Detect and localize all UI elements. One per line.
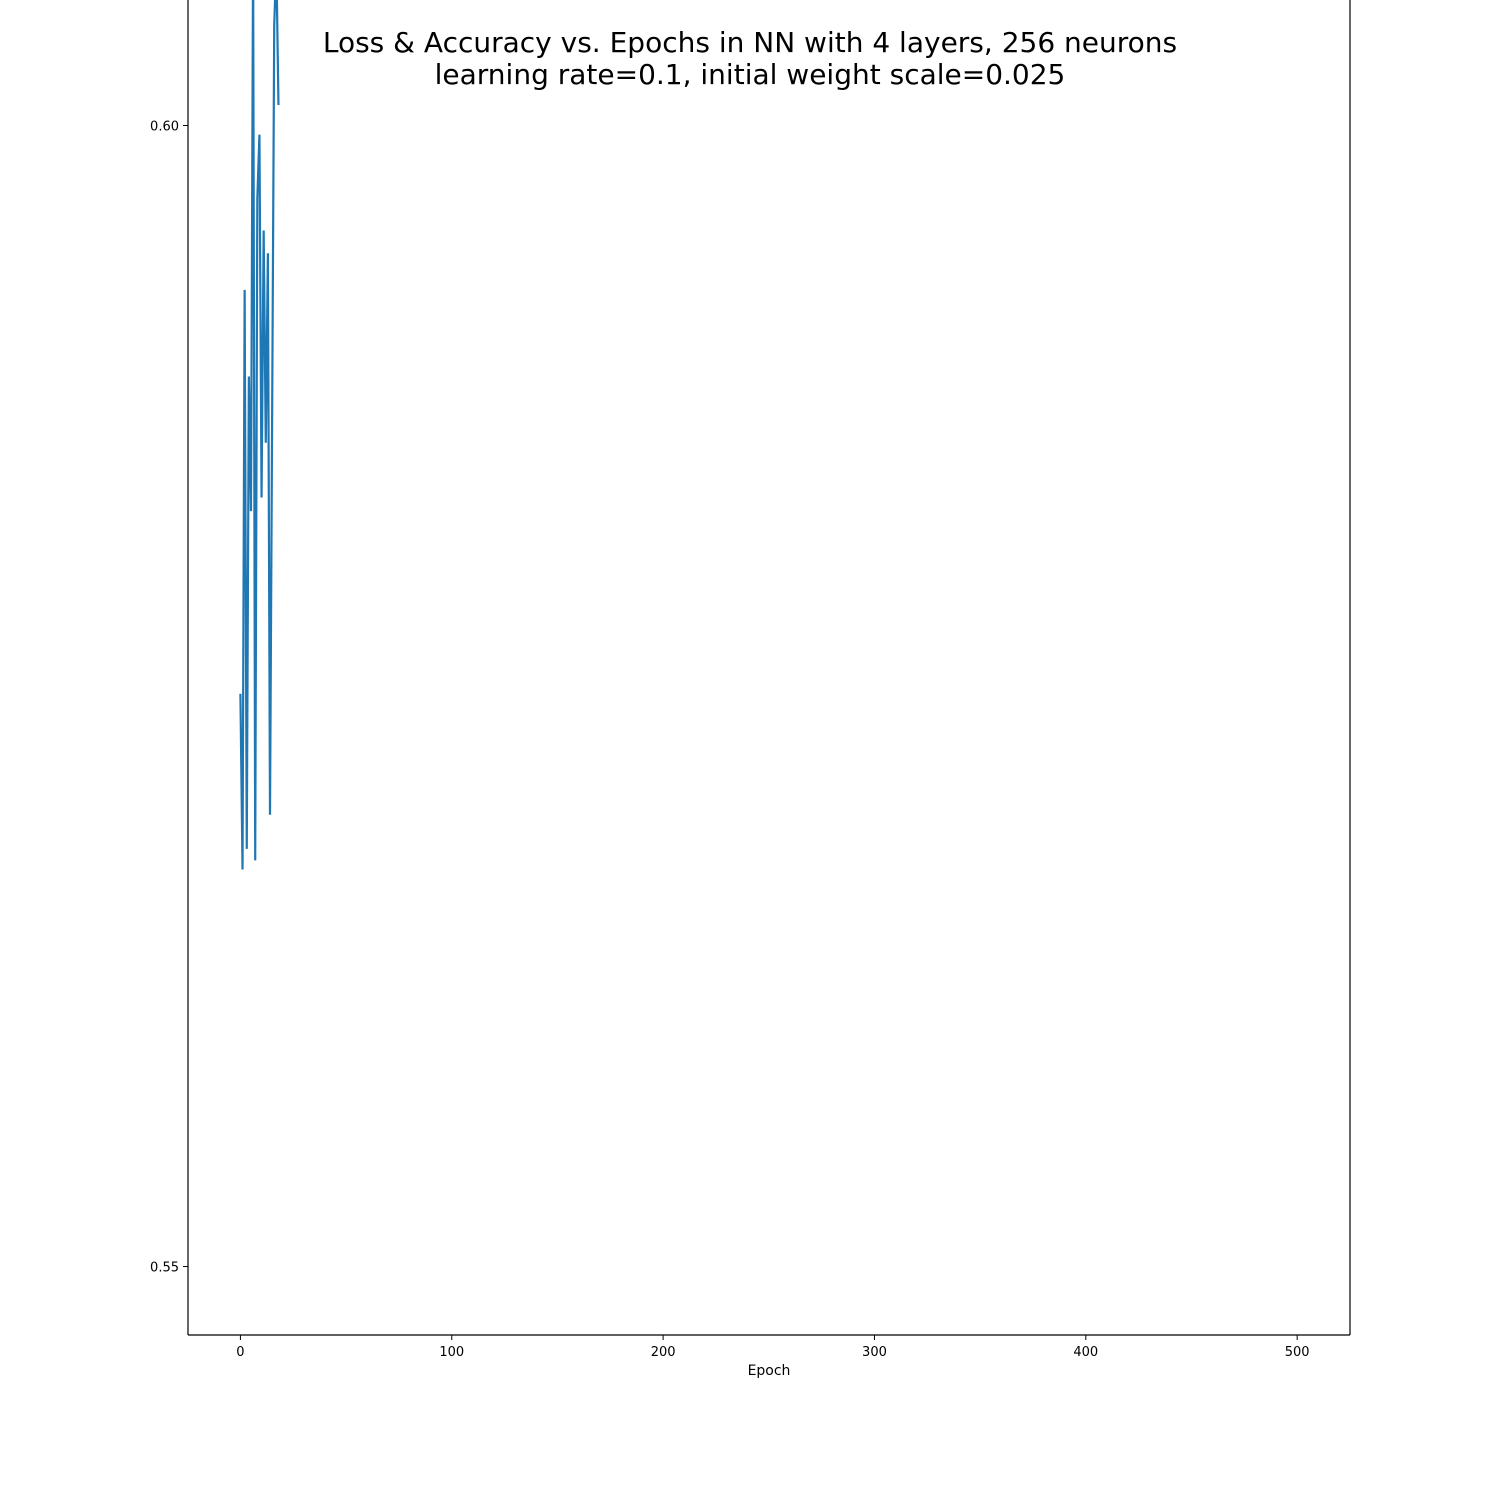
x-axis-label: Epoch bbox=[748, 1363, 791, 1379]
x-tick-label: 200 bbox=[651, 1345, 676, 1360]
x-axis-ticks: 0 100 200 300 400 500 bbox=[236, 1335, 1310, 1360]
axes-frame bbox=[187, 0, 1351, 1336]
series-line bbox=[239, 0, 280, 870]
x-tick-label: 500 bbox=[1285, 1345, 1310, 1360]
plot-area bbox=[239, 0, 280, 870]
x-tick-label: 0 bbox=[236, 1345, 244, 1360]
y-axis-ticks: 0.55 0.60 bbox=[150, 120, 188, 1276]
y-tick-label: 0.60 bbox=[150, 120, 179, 135]
chart-subtitle: learning rate=0.1, initial weight scale=… bbox=[435, 58, 1066, 91]
x-tick-label: 100 bbox=[439, 1345, 464, 1360]
x-tick-label: 400 bbox=[1073, 1345, 1098, 1360]
y-tick-label: 0.55 bbox=[150, 1261, 179, 1276]
x-tick-label: 300 bbox=[862, 1345, 887, 1360]
chart-title: Loss & Accuracy vs. Epochs in NN with 4 … bbox=[323, 26, 1177, 59]
